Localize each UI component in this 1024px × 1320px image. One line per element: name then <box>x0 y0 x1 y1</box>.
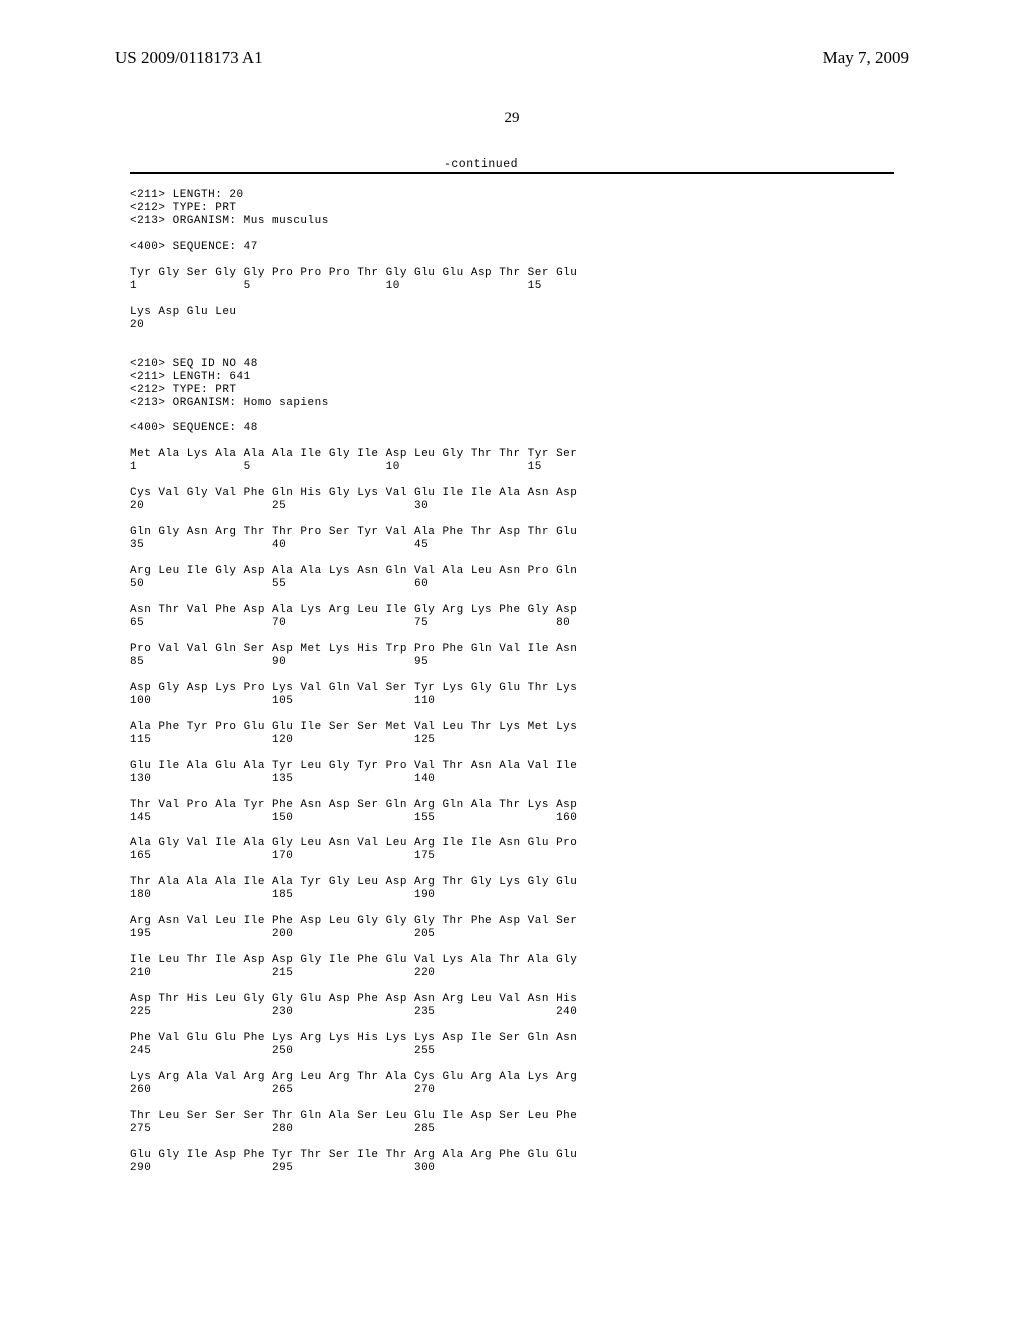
publication-date: May 7, 2009 <box>823 48 909 68</box>
horizontal-rule <box>130 172 894 174</box>
continued-label: -continued <box>0 158 1024 171</box>
sequence-listing: <211> LENGTH: 20 <212> TYPE: PRT <213> O… <box>130 189 910 1175</box>
page-number: 29 <box>0 110 1024 127</box>
publication-number: US 2009/0118173 A1 <box>115 48 263 68</box>
